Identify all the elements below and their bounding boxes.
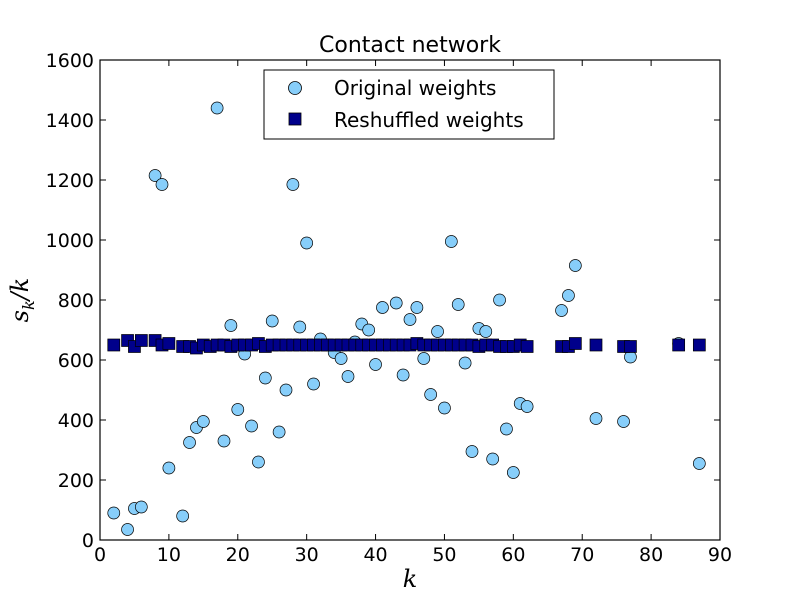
data-point-reshuffled xyxy=(589,338,603,352)
y-tick-label: 1200 xyxy=(46,170,94,192)
data-point-reshuffled xyxy=(692,338,706,352)
data-point-original xyxy=(589,412,603,425)
data-point-original xyxy=(493,293,506,307)
data-point-reshuffled xyxy=(134,334,148,347)
data-point-original xyxy=(568,259,582,272)
data-point-original xyxy=(369,358,382,371)
y-tick-label: 1000 xyxy=(46,230,94,252)
data-point-original xyxy=(444,235,458,248)
series-reshuffled xyxy=(107,334,706,355)
data-point-original xyxy=(155,178,169,191)
data-point-original xyxy=(176,509,190,523)
data-point-original xyxy=(293,320,307,334)
data-point-original xyxy=(217,434,231,448)
data-point-reshuffled xyxy=(624,340,637,353)
x-tick-label: 20 xyxy=(226,544,250,566)
data-point-reshuffled xyxy=(672,338,686,352)
y-tick-label: 1600 xyxy=(46,50,94,72)
data-point-original xyxy=(506,466,520,479)
data-point-original xyxy=(458,356,472,370)
data-point-reshuffled xyxy=(162,337,176,350)
legend-box xyxy=(263,69,555,140)
data-point-original xyxy=(486,452,500,466)
chart-title: Contact network xyxy=(319,33,501,58)
x-tick-label: 90 xyxy=(708,544,732,566)
x-tick-label: 10 xyxy=(157,544,181,566)
y-axis-label: sk/k xyxy=(6,278,38,323)
data-point-original xyxy=(107,506,121,520)
data-point-original xyxy=(252,455,265,469)
data-point-original xyxy=(196,415,210,428)
data-point-original xyxy=(520,400,534,413)
data-point-original xyxy=(424,388,438,401)
x-tick-label: 50 xyxy=(432,544,456,566)
data-point-original xyxy=(148,169,162,182)
x-tick-label: 0 xyxy=(94,544,106,566)
data-point-original xyxy=(279,383,293,397)
y-tick-label: 200 xyxy=(58,470,94,492)
data-point-original xyxy=(417,352,431,365)
y-tick-label: 1400 xyxy=(46,110,94,132)
x-tick-label: 80 xyxy=(639,544,663,566)
data-point-original xyxy=(258,371,272,385)
data-point-original xyxy=(500,422,513,436)
x-tick-label: 70 xyxy=(570,544,594,566)
data-point-original xyxy=(162,461,176,475)
data-point-reshuffled xyxy=(568,337,582,350)
legend-marker-reshuffled xyxy=(288,112,302,126)
y-tick-label: 400 xyxy=(58,410,94,432)
y-axis-label-tail: /k xyxy=(6,278,34,303)
data-point-original xyxy=(362,323,376,337)
data-point-original xyxy=(431,325,444,338)
data-point-original xyxy=(451,298,465,311)
legend: Original weights Reshuffled weights xyxy=(263,69,555,140)
data-point-original xyxy=(403,313,417,326)
data-point-original xyxy=(183,436,196,449)
y-tick-label: 0 xyxy=(82,530,94,552)
data-point-original xyxy=(562,289,575,302)
data-point-original xyxy=(231,403,245,416)
y-tick-label: 600 xyxy=(58,350,94,372)
data-point-original xyxy=(438,401,451,415)
data-point-original xyxy=(210,101,224,115)
data-point-original xyxy=(334,352,348,365)
data-point-original xyxy=(410,301,424,314)
x-tick-label: 40 xyxy=(363,544,387,566)
x-tick-label: 30 xyxy=(295,544,319,566)
data-point-original xyxy=(396,368,410,382)
y-tick-label: 800 xyxy=(58,290,94,312)
data-point-original xyxy=(465,445,479,458)
data-point-original xyxy=(341,370,355,383)
data-point-original xyxy=(555,304,568,317)
data-point-original xyxy=(617,415,630,428)
legend-label-original: Original weights xyxy=(334,76,496,100)
y-axis-label-main: s xyxy=(6,310,34,322)
data-point-original xyxy=(245,419,258,433)
data-point-original xyxy=(300,236,314,250)
plot-frame xyxy=(99,59,721,541)
data-point-original xyxy=(224,319,238,332)
data-point-original xyxy=(389,296,403,310)
data-point-original xyxy=(692,457,706,470)
data-point-original xyxy=(265,314,279,328)
data-point-original xyxy=(121,523,134,536)
data-point-original xyxy=(286,178,300,191)
data-point-original xyxy=(376,301,389,314)
y-axis-label-sub: k xyxy=(19,300,38,310)
x-tick-label: 60 xyxy=(501,544,525,566)
data-point-original xyxy=(134,500,148,514)
data-point-original xyxy=(307,377,320,391)
data-point-reshuffled xyxy=(107,338,121,352)
data-point-original xyxy=(272,425,286,439)
x-axis-label: k xyxy=(403,565,418,593)
data-point-reshuffled xyxy=(520,340,534,353)
data-point-original xyxy=(479,325,493,338)
legend-label-reshuffled: Reshuffled weights xyxy=(334,108,524,132)
legend-marker-original xyxy=(288,81,302,95)
